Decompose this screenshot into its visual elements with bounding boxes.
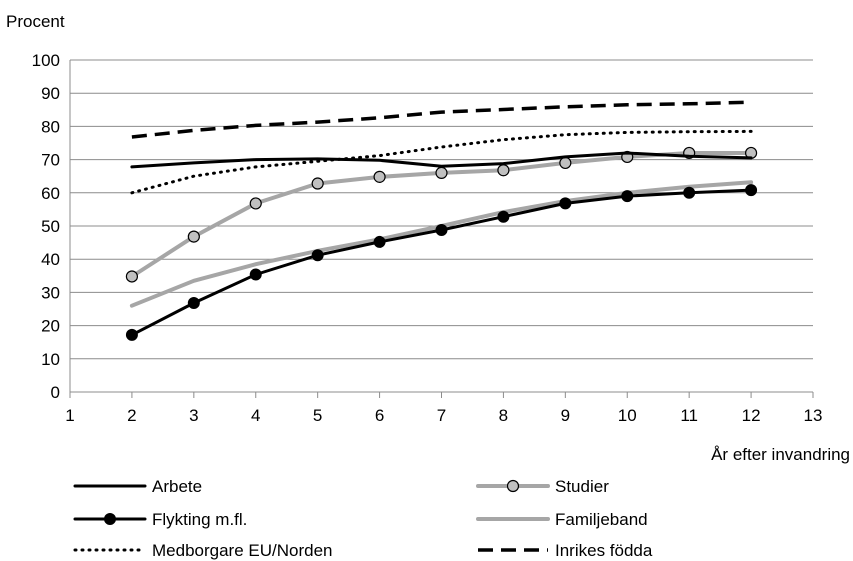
point-studier-5 [311,177,324,190]
point-flykting-m-fl-6 [373,235,386,248]
x-tick-11: 11 [680,406,698,425]
series-inrikes-f-dda [131,100,752,139]
series-line-inrikes-f-dda [131,100,752,139]
series-line-medborgare-eu-norden [130,129,753,195]
x-tick-12: 12 [742,406,761,425]
y-tick-40: 40 [41,250,60,269]
y-axis-title: Procent [6,12,65,31]
legend-item-flykting-m-fl: Flykting m.fl. [73,510,247,529]
series-lines [125,100,758,341]
grid-lines [70,59,813,360]
x-tick-10: 10 [618,406,637,425]
legend: Arbete Studier Flykting m.fl. Familjeband Me… [73,477,653,560]
x-tick-1: 1 [65,406,74,425]
x-tick-7: 7 [437,406,446,425]
x-tick-3: 3 [189,406,198,425]
point-flykting-m-fl-11 [683,186,696,199]
point-flykting-m-fl-9 [559,197,572,210]
y-tick-70: 70 [41,151,60,170]
series-line-flykting-m-fl [130,188,753,337]
legend-item-medborgare-eu-norden: Medborgare EU/Norden [73,541,332,560]
y-tick-labels: 0 10 20 30 40 50 60 70 80 90 100 [32,51,60,402]
y-tick-30: 30 [41,283,60,302]
point-studier-3 [187,230,200,243]
point-studier-2 [125,270,139,283]
legend-label-medborgare-eu-norden: Medborgare EU/Norden [152,541,332,560]
point-flykting-m-fl-7 [435,223,448,236]
point-flykting-m-fl-10 [621,190,634,203]
x-tick-2: 2 [127,406,136,425]
y-tick-80: 80 [41,117,60,136]
point-studier-7 [435,166,448,179]
series-flykting-m-fl [125,184,758,341]
y-tick-90: 90 [41,84,60,103]
legend-item-studier: Studier [476,477,609,496]
x-tick-8: 8 [499,406,508,425]
x-axis-title: År efter invandring [711,445,850,464]
point-studier-4 [249,197,262,210]
axes [69,60,814,398]
y-tick-100: 100 [32,51,60,70]
legend-label-studier: Studier [555,477,609,496]
point-flykting-m-fl-8 [497,210,510,223]
y-tick-0: 0 [51,383,60,402]
y-tick-10: 10 [41,350,60,369]
y-tick-50: 50 [41,217,60,236]
x-tick-5: 5 [313,406,322,425]
y-tick-20: 20 [41,317,60,336]
legend-item-inrikes-f-dda: Inrikes födda [478,541,653,560]
point-flykting-m-fl-12 [745,184,758,197]
point-studier-8 [497,164,510,177]
y-tick-60: 60 [41,184,60,203]
series-medborgare-eu-norden [130,129,753,195]
point-studier-9 [559,156,572,170]
legend-label-flykting-m-fl: Flykting m.fl. [152,510,247,529]
legend-label-familjeband: Familjeband [555,510,648,529]
x-tick-6: 6 [375,406,384,425]
point-flykting-m-fl-4 [249,268,262,281]
legend-marker-studier [506,479,520,493]
series-line-arbete [130,151,753,169]
legend-label-inrikes-f-dda: Inrikes födda [555,541,653,560]
legend-item-arbete: Arbete [73,477,202,496]
x-tick-13: 13 [804,406,823,425]
point-studier-6 [373,170,386,183]
point-flykting-m-fl-5 [311,249,324,262]
legend-label-arbete: Arbete [152,477,202,496]
series-arbete [130,151,753,169]
point-flykting-m-fl-3 [187,297,200,310]
x-tick-labels: 1 2 3 4 5 6 7 8 9 10 11 12 13 [65,406,822,425]
x-tick-9: 9 [561,406,570,425]
x-tick-4: 4 [251,406,260,425]
legend-marker-flykting-m-fl [104,513,116,525]
legend-item-familjeband: Familjeband [476,510,648,529]
point-flykting-m-fl-2 [125,328,138,341]
